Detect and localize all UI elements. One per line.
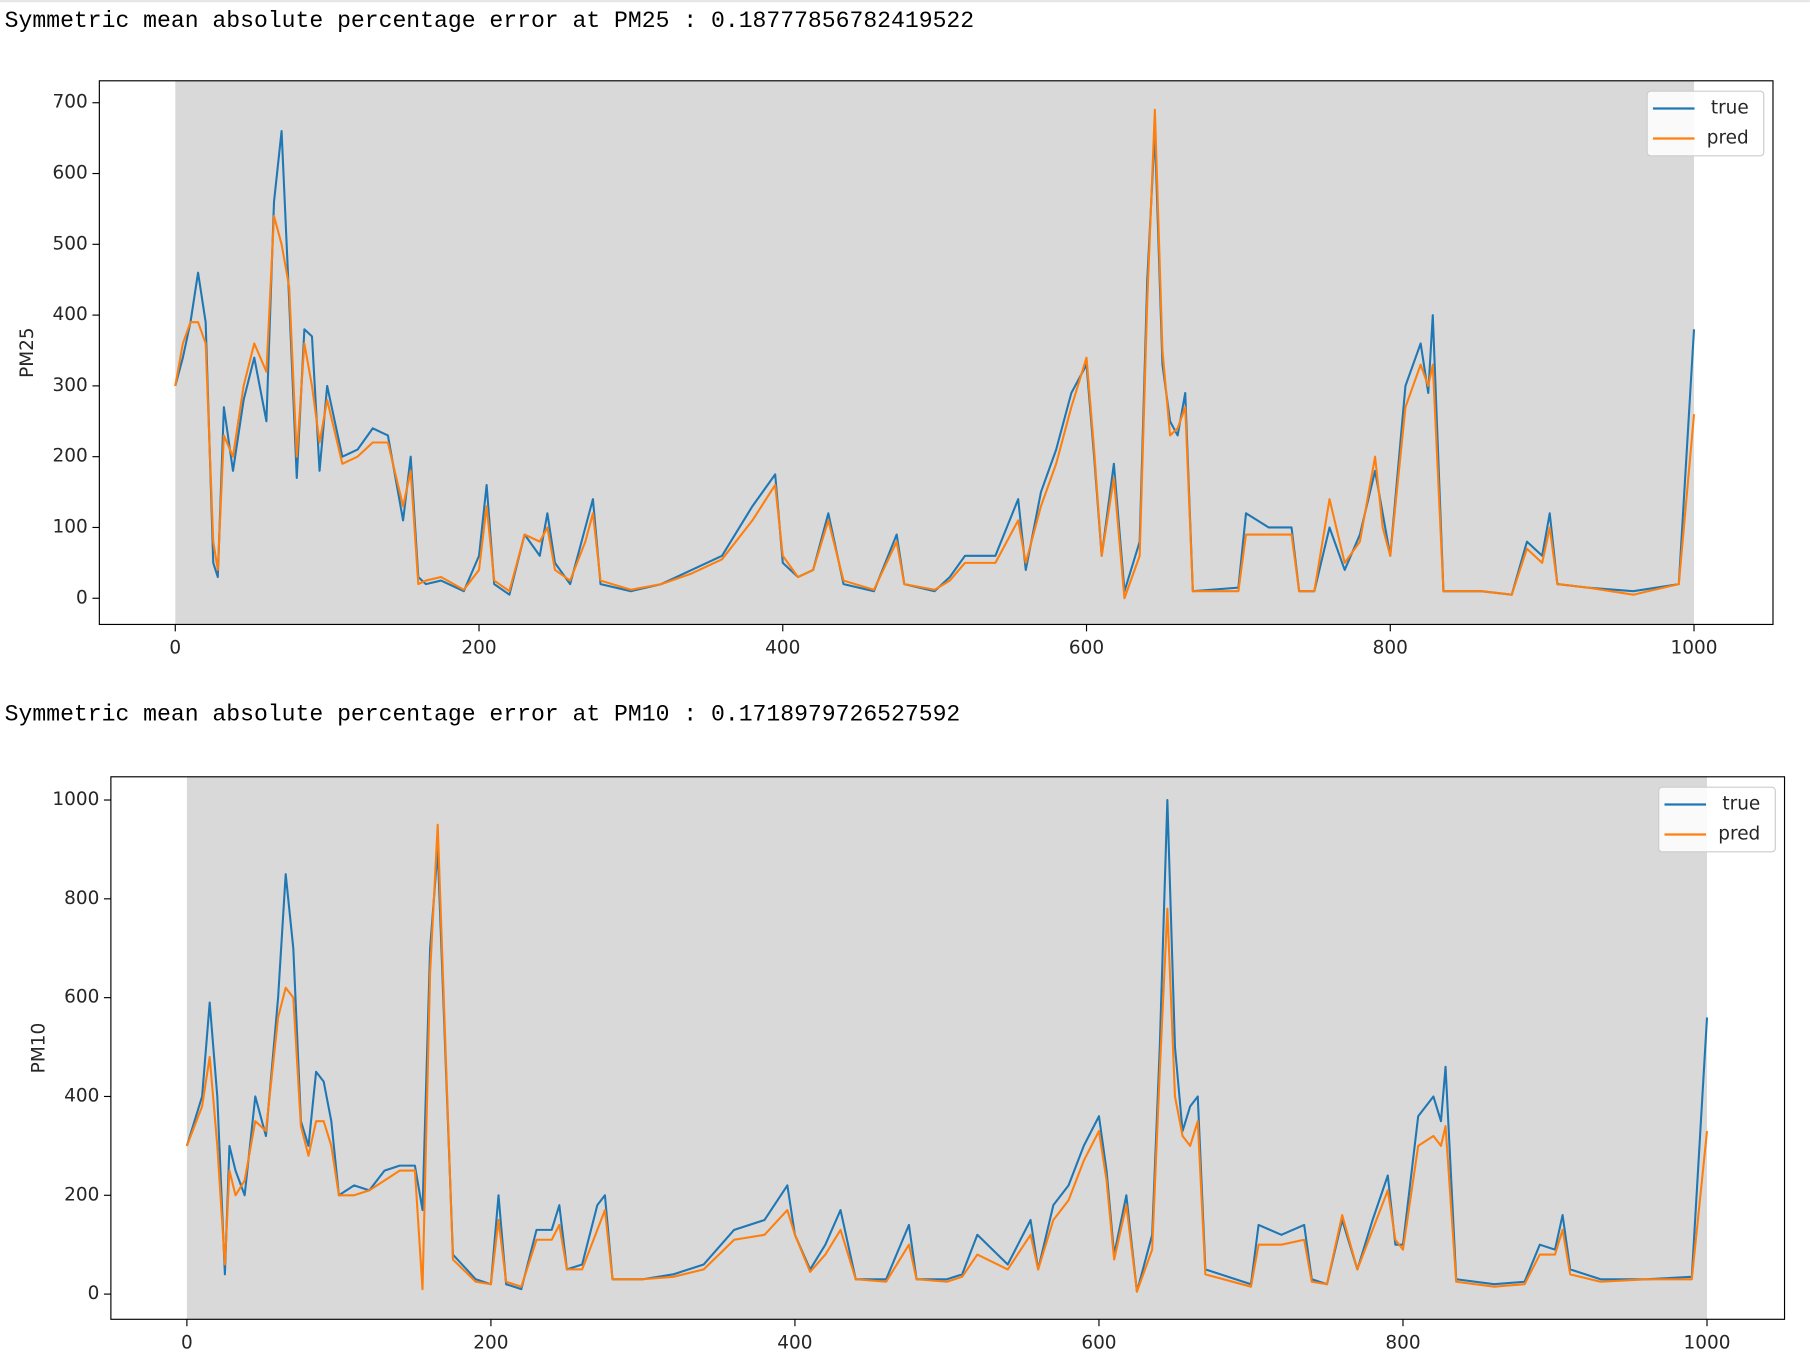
axes-frame — [110, 776, 1786, 1320]
x-tick-label: 800 — [1385, 1333, 1420, 1354]
y-tick-label: 1000 — [52, 789, 99, 810]
y-tick-label: 0 — [76, 587, 88, 608]
x-tick-label: 1000 — [1671, 638, 1718, 659]
output-line: Symmetric mean absolute percentage error… — [5, 8, 974, 34]
legend-label: true — [1711, 97, 1749, 118]
x-tick-label: 400 — [765, 638, 800, 659]
series-line — [185, 823, 1709, 1293]
chart: 0 100 200 300 400 500 600 700 0 200 400 600 800 1000 P… — [17, 80, 1774, 659]
y-tick-label: 700 — [53, 92, 88, 113]
x-tick-label: 200 — [461, 638, 496, 659]
y-tick-label: 500 — [53, 233, 88, 254]
y-tick-label: 600 — [53, 163, 88, 184]
y-tick-label: 300 — [53, 375, 88, 396]
y-tick-label: 200 — [53, 446, 88, 467]
x-tick-label: 200 — [473, 1333, 508, 1354]
x-tick-label: 800 — [1373, 638, 1408, 659]
x-tick-label: 600 — [1081, 1333, 1116, 1354]
series-line — [174, 130, 1696, 596]
legend-label: pred — [1707, 128, 1749, 149]
y-tick-label: 800 — [64, 888, 99, 909]
y-tick-label: 200 — [64, 1184, 99, 1205]
y-tick-label: 400 — [53, 304, 88, 325]
series-line — [174, 108, 1696, 600]
legend-label: true — [1722, 794, 1760, 815]
y-tick-label: 100 — [53, 516, 88, 537]
y-axis-label: PM25 — [17, 327, 38, 378]
y-tick-label: 400 — [64, 1085, 99, 1106]
x-tick-label: 0 — [169, 638, 181, 659]
chart: 0 200 400 600 800 1000 0 200 400 600 800 1000 PM10 tr… — [28, 776, 1786, 1354]
legend-label: pred — [1718, 824, 1760, 845]
legend: true pred — [1646, 90, 1765, 157]
shaded-span — [175, 80, 1695, 625]
shaded-span — [186, 776, 1708, 1320]
y-tick-label: 600 — [64, 987, 99, 1008]
x-tick-label: 0 — [181, 1333, 193, 1354]
y-axis-label: PM10 — [28, 1023, 49, 1074]
output-line: Symmetric mean absolute percentage error… — [5, 702, 961, 728]
y-tick-label: 0 — [88, 1283, 100, 1304]
x-tick-label: 400 — [777, 1333, 812, 1354]
x-tick-label: 1000 — [1684, 1333, 1731, 1354]
axes-frame — [98, 80, 1774, 626]
x-tick-label: 600 — [1069, 638, 1104, 659]
legend: true pred — [1658, 786, 1776, 853]
